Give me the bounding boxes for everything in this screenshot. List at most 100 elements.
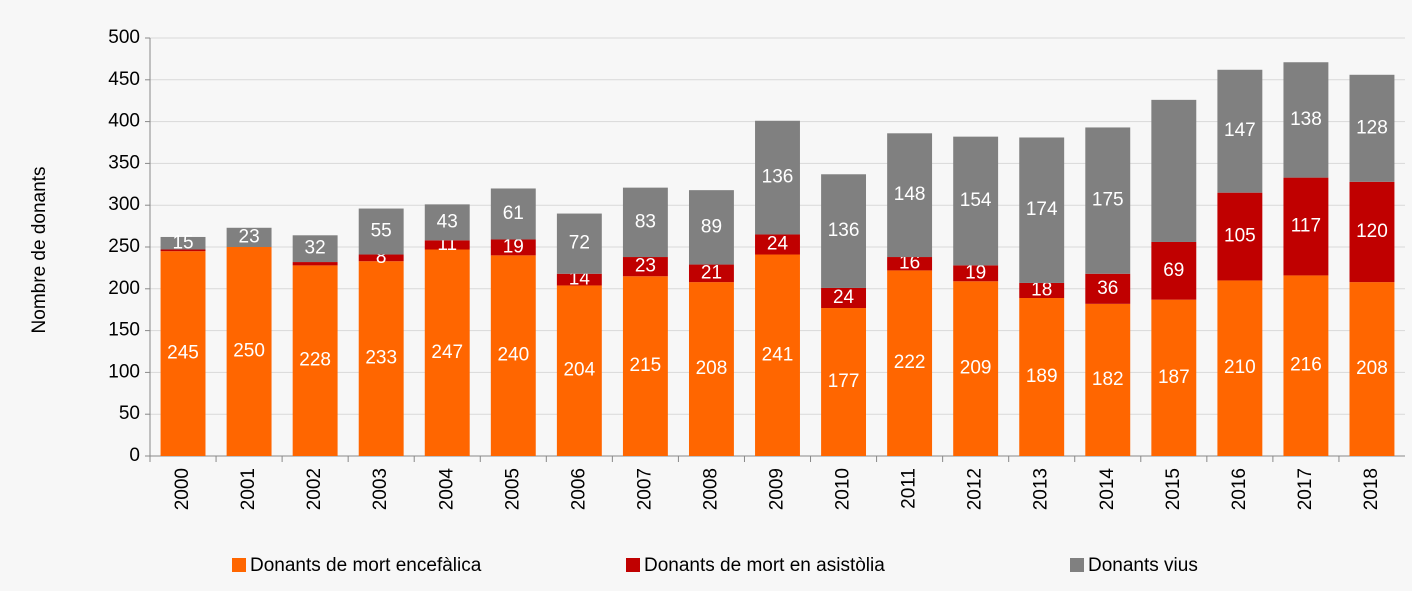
bar-segment [688,282,734,456]
value-label: 208 [1356,358,1388,379]
legend-label: Donants vius [1088,555,1198,576]
value-label: 21 [701,262,722,283]
legend-swatch [626,558,640,572]
value-label: 245 [167,343,199,364]
value-label: 128 [1356,117,1388,138]
x-tick-label: 2010 [833,468,854,510]
value-label: 16 [899,253,920,274]
bar-segment [1283,275,1329,456]
value-label: 215 [630,355,662,376]
bar-segment [953,281,999,456]
value-label: 177 [828,371,860,392]
value-label: 175 [1092,190,1124,211]
bar-segment [490,188,536,240]
y-tick-label: 300 [108,194,140,215]
value-label: 241 [762,344,794,365]
x-tick-label: 2012 [965,468,986,510]
bar-segment [755,234,800,255]
legend-swatch [1070,558,1084,572]
bar-segment [160,236,206,250]
y-tick-label: 400 [108,111,140,132]
bar-segment [160,251,206,456]
bar-segment [358,261,404,456]
x-tick-label: 2018 [1361,468,1382,510]
bar-segment [1349,282,1395,456]
bar-segment [358,208,404,255]
bar-segment [1283,62,1329,178]
y-tick-label: 500 [108,27,140,48]
y-tick-label: 350 [108,152,140,173]
x-tick-label: 2015 [1163,468,1184,510]
y-tick-label: 0 [129,445,140,466]
value-label: 72 [569,233,590,254]
value-label: 32 [305,238,326,259]
x-tick-label: 2016 [1229,468,1250,510]
bar-segment [1085,303,1131,456]
bar-segment [226,227,272,247]
bar-segment [424,240,470,250]
value-label: 83 [635,211,656,232]
bar-segment [821,174,867,288]
value-label: 240 [497,345,529,366]
bar-segment [556,213,602,274]
bar-segment [688,264,734,283]
x-tick-label: 2014 [1097,468,1118,511]
bar-segment [490,239,536,256]
bar-segment [1151,99,1197,242]
legend-swatch [232,558,246,572]
value-label: 247 [431,342,463,363]
bar-segment [556,273,602,286]
bar-segment [953,265,999,282]
bar-segment [1217,280,1263,456]
value-label: 228 [299,350,331,371]
y-tick-label: 100 [108,361,140,382]
value-label: 69 [1163,260,1184,281]
x-tick-label: 2001 [238,468,259,510]
value-label: 14 [569,269,591,290]
value-label: 174 [1026,199,1058,220]
value-label: 182 [1092,369,1124,390]
bar-segment [160,249,206,252]
value-label: 19 [503,236,524,257]
value-label: 136 [828,220,860,241]
bar-segment [1349,181,1395,283]
bar-segment [1019,297,1065,456]
bar-segment [622,257,668,277]
bar-segment [556,285,602,456]
value-label: 43 [437,211,458,232]
x-tick-label: 2009 [767,468,788,510]
value-label: 187 [1158,367,1190,388]
bar-segment [292,235,338,263]
x-tick-label: 2008 [700,468,721,510]
y-tick-label: 50 [119,403,140,424]
bar-segment [1349,74,1395,182]
y-tick-label: 450 [108,69,140,90]
y-tick-label: 200 [108,278,140,299]
bar-segment [1151,241,1197,300]
x-tick-label: 2017 [1295,468,1316,510]
value-label: 147 [1224,120,1256,141]
bar-segment [1283,177,1329,276]
value-label: 61 [503,203,524,224]
legend-label: Donants de mort encefàlica [250,555,482,576]
value-label: 209 [960,358,992,379]
bar-segment [226,247,272,456]
bar-segment [1019,282,1065,298]
value-label: 24 [767,234,789,255]
value-label: 23 [635,256,656,277]
value-label: 120 [1356,221,1388,242]
x-tick-label: 2003 [370,468,391,510]
bar-segment [887,270,933,456]
bar-segment [490,255,536,456]
bar-segment [887,257,933,271]
bar-segment [358,254,404,262]
bar-segment [292,262,338,266]
x-tick-label: 2006 [568,468,589,510]
y-tick-label: 150 [108,320,140,341]
value-label: 250 [233,341,265,362]
value-label: 189 [1026,366,1058,387]
value-label: 15 [172,232,193,253]
value-label: 19 [965,262,986,283]
bar-segment [622,187,668,258]
